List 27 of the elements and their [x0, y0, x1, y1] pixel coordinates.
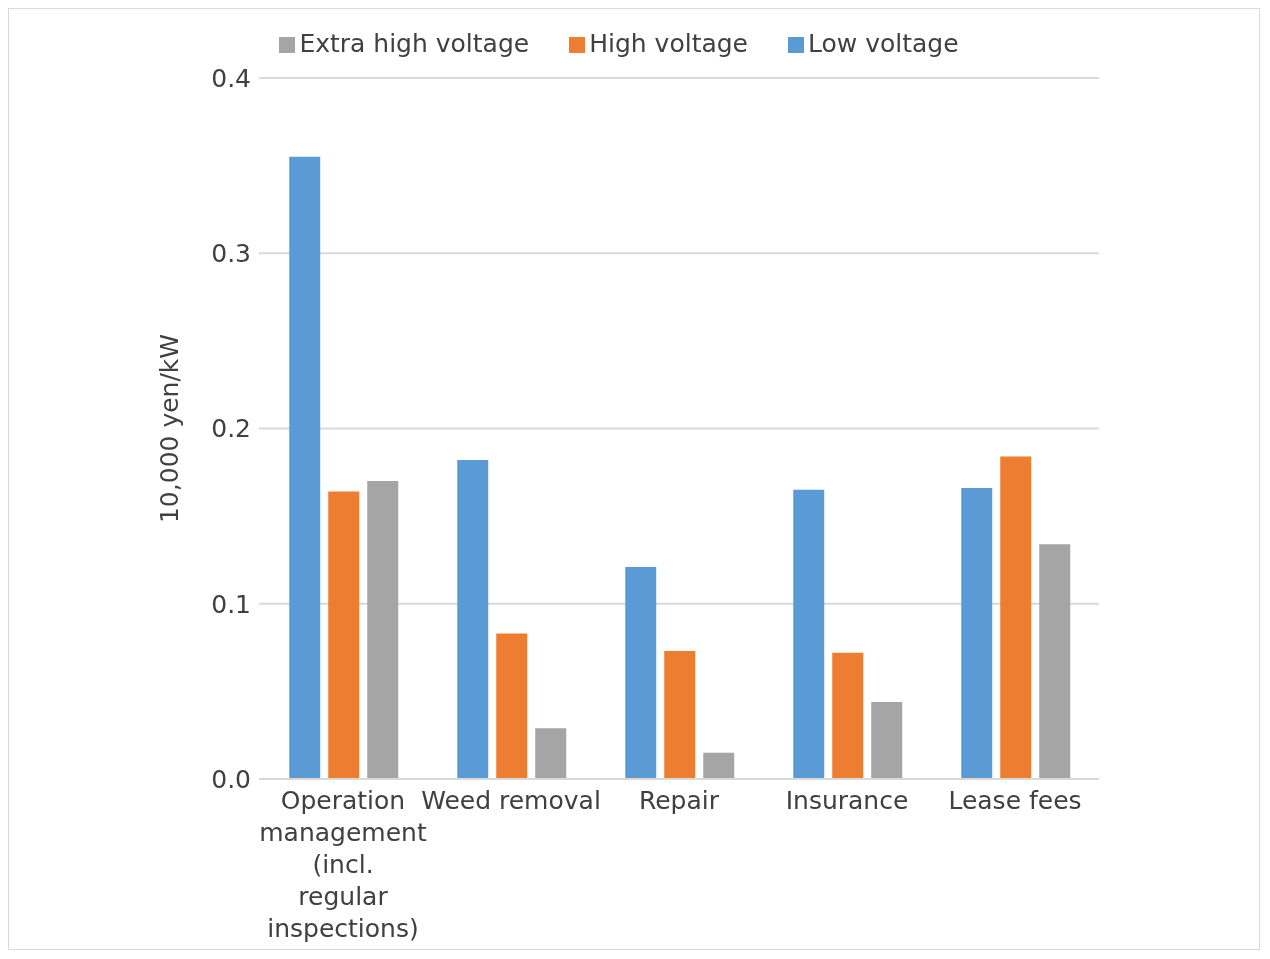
bar [1000, 456, 1032, 779]
bar [625, 566, 657, 779]
y-tick-label: 0.2 [211, 414, 251, 444]
bar [1039, 544, 1071, 779]
bar [535, 728, 567, 779]
x-tick-label: Repair [638, 786, 720, 815]
x-tick-label: Lease fees [948, 786, 1082, 815]
bar [496, 633, 528, 779]
bar [832, 652, 864, 779]
bar [289, 156, 321, 779]
bar [328, 491, 360, 779]
y-axis-title: 10,000 yen/kW [154, 333, 184, 524]
bar [664, 651, 696, 779]
bar [703, 752, 735, 779]
bar [457, 460, 489, 779]
y-tick-label: 0.3 [211, 239, 251, 269]
legend-label: Extra high voltage [299, 29, 530, 58]
text: 0.0 [211, 764, 251, 794]
legend-label: Low voltage [808, 29, 959, 58]
y-tick-label: 0.1 [211, 589, 251, 619]
legend-label: High voltage [589, 29, 749, 58]
x-tick-label: Insurance [785, 786, 909, 815]
bar [793, 489, 825, 779]
bar [961, 488, 993, 779]
bar [367, 481, 399, 779]
bar [871, 701, 903, 779]
y-tick-label: 0.4 [211, 63, 251, 93]
